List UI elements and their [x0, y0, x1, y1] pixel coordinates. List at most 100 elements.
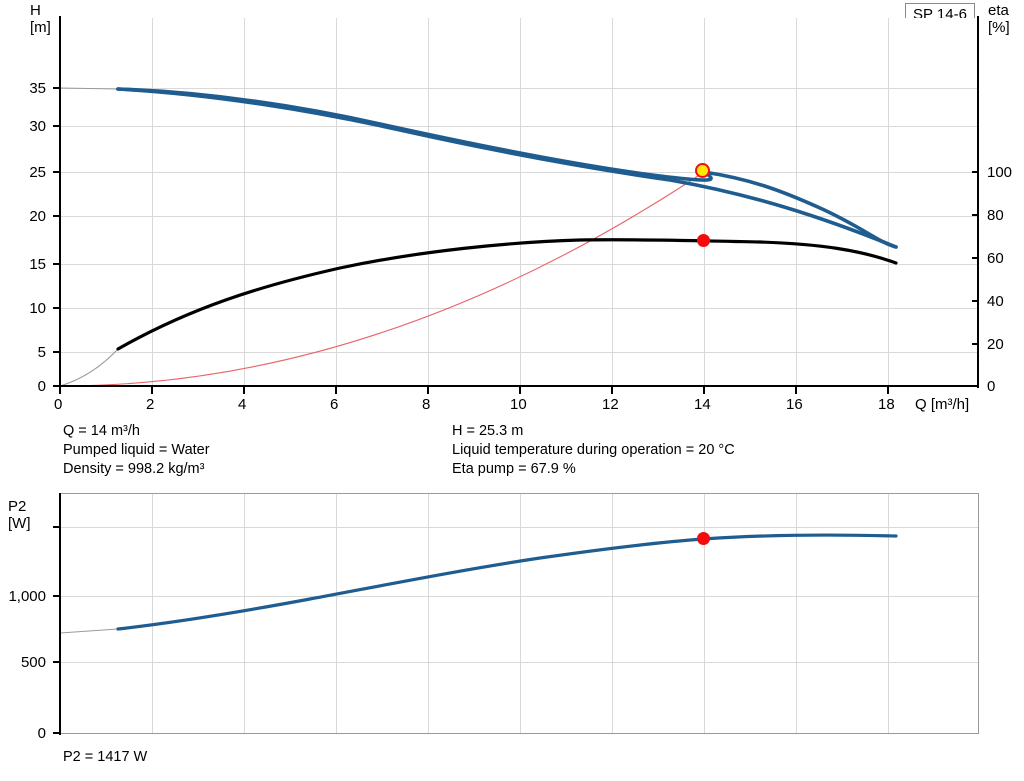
tickmark-bottom — [335, 387, 337, 394]
tickmark-bottom — [519, 387, 521, 394]
x-tick-label: 16 — [786, 396, 803, 413]
x-tick-label: 0 — [54, 396, 63, 413]
top-chart-y-axis — [59, 16, 61, 388]
top-chart-x-axis-label: Q [m³/h] — [915, 396, 970, 413]
head-curve-leadin — [59, 87, 119, 90]
tickmark-left — [53, 661, 60, 663]
tickmark-left — [53, 732, 60, 734]
info-line: Pumped liquid = Water — [63, 442, 210, 458]
gridline-vertical — [796, 494, 797, 733]
gridline-horizontal — [60, 264, 978, 265]
tickmark-right — [972, 214, 979, 216]
tickmark-right — [972, 171, 979, 173]
y-tick-label: 10 — [29, 300, 46, 317]
gridline-vertical — [336, 494, 337, 733]
x-tick-label: 4 — [238, 396, 247, 413]
tickmark-left — [53, 351, 60, 353]
y-tick-label-right: 20 — [987, 336, 1004, 353]
x-tick-label: 2 — [146, 396, 155, 413]
tickmark-left — [53, 87, 60, 89]
tickmark-bottom — [151, 387, 153, 394]
duty-point-head — [695, 163, 710, 178]
y-tick-label: 25 — [29, 164, 46, 181]
power-curve — [116, 533, 898, 631]
gridline-vertical — [796, 18, 797, 386]
gridline-vertical — [612, 494, 613, 733]
gridline-horizontal — [60, 88, 978, 89]
power-curve-leadin — [59, 628, 119, 634]
y-tick-label-right: 100 — [987, 164, 1013, 181]
head-curve — [116, 87, 898, 249]
gridline-horizontal — [60, 216, 978, 217]
tickmark-bottom — [887, 387, 889, 394]
info-line: H = 25.3 m — [452, 423, 524, 439]
tickmark-bottom — [795, 387, 797, 394]
tickmark-left — [53, 125, 60, 127]
gridline-vertical — [428, 494, 429, 733]
top-chart-curves — [59, 87, 898, 387]
y-tick-label: 500 — [20, 654, 46, 671]
gridline-vertical — [336, 18, 337, 386]
bottom-chart-caption: P2 = 1417 W — [63, 749, 148, 765]
info-line: Eta pump = 67.9 % — [452, 461, 576, 477]
gridline-horizontal — [60, 596, 978, 597]
gridline-vertical — [520, 18, 521, 386]
gridline-vertical — [704, 18, 705, 386]
y-tick-label: 0 — [37, 725, 46, 742]
gridline-horizontal — [60, 352, 978, 353]
y-tick-label: 30 — [29, 118, 46, 135]
y-tick-label: 15 — [29, 256, 46, 273]
gridline-vertical — [888, 18, 889, 386]
info-line: Q = 14 m³/h — [63, 423, 140, 439]
tickmark-left — [53, 526, 60, 528]
x-tick-label: 12 — [602, 396, 619, 413]
top-chart-plot-area — [59, 18, 978, 387]
bottom-chart-y-axis-label: P2 [W] — [8, 498, 31, 532]
system-curve — [59, 171, 705, 387]
info-line: Liquid temperature during operation = 20… — [452, 442, 735, 458]
gridline-vertical — [428, 18, 429, 386]
top-chart-y-axis-right-label: eta [%] — [988, 2, 1010, 36]
tickmark-bottom — [59, 387, 61, 394]
top-chart-x-axis — [59, 385, 979, 387]
y-tick-label: 35 — [29, 80, 46, 97]
tickmark-bottom — [703, 387, 705, 394]
tickmark-bottom — [243, 387, 245, 394]
x-tick-label: 8 — [422, 396, 431, 413]
gridline-vertical — [244, 494, 245, 733]
tickmark-left — [53, 263, 60, 265]
gridline-vertical — [244, 18, 245, 386]
gridline-vertical — [152, 494, 153, 733]
efficiency-curve — [116, 238, 898, 351]
gridline-horizontal — [60, 527, 978, 528]
tickmark-left — [53, 307, 60, 309]
y-tick-label: 5 — [37, 344, 46, 361]
info-line: Density = 998.2 kg/m³ — [63, 461, 205, 477]
tickmark-bottom — [611, 387, 613, 394]
tickmark-right — [972, 257, 979, 259]
bottom-chart-curves — [59, 533, 898, 634]
y-tick-label: 20 — [29, 208, 46, 225]
x-tick-label: 14 — [694, 396, 711, 413]
efficiency-curve-leadin — [59, 348, 119, 387]
info-column-right: H = 25.3 m Liquid temperature during ope… — [452, 422, 735, 479]
gridline-vertical — [152, 18, 153, 386]
y-tick-label-right: 80 — [987, 207, 1004, 224]
tickmark-right — [972, 300, 979, 302]
x-tick-label: 10 — [510, 396, 527, 413]
tickmark-right — [972, 385, 979, 387]
y-tick-label-right: 40 — [987, 293, 1004, 310]
tickmark-left — [53, 171, 60, 173]
top-chart-y-axis-label: H [m] — [30, 2, 51, 36]
gridline-vertical — [704, 494, 705, 733]
tickmark-left — [53, 385, 60, 387]
y-tick-label-right: 0 — [987, 378, 996, 395]
info-column-left: Q = 14 m³/h Pumped liquid = Water Densit… — [63, 422, 210, 479]
y-tick-label-right: 60 — [987, 250, 1004, 267]
gridline-horizontal — [60, 662, 978, 663]
y-tick-label: 1,000 — [8, 588, 46, 605]
tickmark-left — [53, 595, 60, 597]
tickmark-left — [53, 215, 60, 217]
tickmark-right — [972, 343, 979, 345]
x-tick-label: 6 — [330, 396, 339, 413]
